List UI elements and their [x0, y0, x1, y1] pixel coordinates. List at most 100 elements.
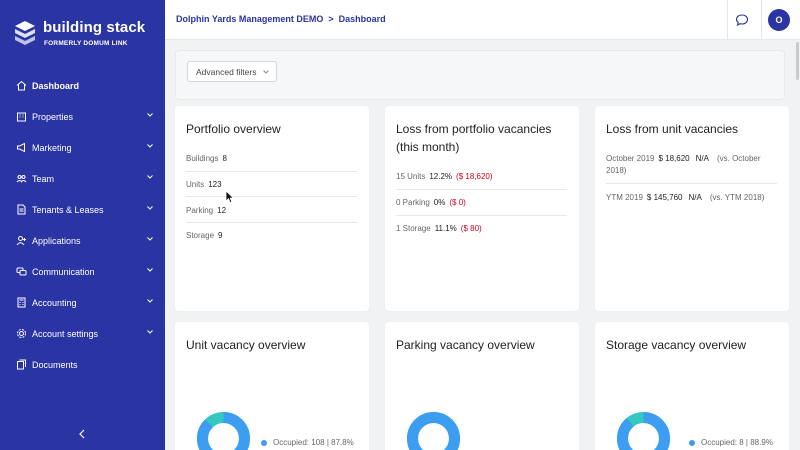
card-title: Portfolio overview: [186, 122, 281, 136]
card-title-line: (this month): [396, 140, 460, 154]
stat-amount: $ 18,620: [658, 154, 690, 163]
breadcrumb: Dolphin Yards Management DEMO > Dashboard: [176, 14, 386, 24]
building-icon: [16, 111, 27, 122]
stat-amount: ($ 18,620): [456, 172, 493, 181]
stat-row: Units 123: [186, 180, 222, 189]
unit-vacancy-donut: [197, 412, 250, 450]
chevron-down-icon: [147, 299, 153, 303]
stat-change: N/A: [695, 154, 709, 163]
stat-amount: ($ 0): [449, 198, 466, 207]
portfolio-loss-card: Loss from portfolio vacancies (this mont…: [385, 106, 579, 311]
header-divider: [727, 0, 728, 40]
chevron-down-icon: [147, 175, 153, 179]
sidebar-item-label: Tenants & Leases: [32, 204, 104, 215]
main-content: Advanced filters Portfolio overview Buil…: [165, 40, 795, 450]
sidebar-item-label: Marketing: [32, 142, 72, 153]
stat-row: Buildings 8: [186, 154, 227, 163]
sidebar-item-communication[interactable]: Communication: [0, 256, 165, 287]
stat-compare-wrap: 2018): [606, 166, 627, 175]
stat-compare: (vs. October: [716, 154, 761, 163]
stat-row: 15 Units 12.2% ($ 18,620): [396, 172, 493, 181]
document-icon: [16, 204, 27, 215]
row-divider: [396, 215, 567, 216]
stat-amount: ($ 80): [460, 224, 482, 233]
mouse-cursor-icon: [225, 190, 235, 204]
stat-period: October 2019: [606, 154, 655, 163]
sidebar-item-accounting[interactable]: Accounting: [0, 287, 165, 318]
stat-label: Parking: [186, 206, 214, 215]
sidebar-item-label: Documents: [32, 359, 78, 370]
breadcrumb-separator: >: [328, 14, 334, 24]
stat-label: Units: [186, 180, 205, 189]
breadcrumb-current: Dashboard: [338, 14, 386, 24]
advanced-filters-button[interactable]: Advanced filters: [187, 61, 278, 82]
card-title: Parking vacancy overview: [396, 338, 535, 352]
storage-vacancy-card: Storage vacancy overview Occupied: 8 | 8…: [595, 322, 789, 450]
stat-amount: $ 145,760: [646, 193, 683, 202]
portfolio-overview-card: Portfolio overview Buildings 8 Units 123 P…: [175, 106, 369, 311]
chat-icon[interactable]: [735, 13, 749, 27]
top-header: Dolphin Yards Management DEMO > Dashboard …: [165, 0, 800, 40]
legend-dot: [689, 439, 695, 446]
storage-vacancy-donut: [617, 412, 670, 450]
sidebar-item-marketing[interactable]: Marketing: [0, 132, 165, 163]
header-divider: [761, 0, 762, 40]
stat-row: 1 Storage 11.1% ($ 80): [396, 224, 482, 233]
donut-legend: Occupied: 108 | 87.8%: [261, 438, 354, 447]
stat-percent: 11.1%: [434, 224, 457, 233]
sidebar-item-tenants-leases[interactable]: Tenants & Leases: [0, 194, 165, 225]
chevron-down-icon: [147, 330, 153, 334]
legend-label: Occupied: 108 | 87.8%: [273, 438, 354, 447]
stat-row: Storage 9: [186, 231, 222, 240]
breadcrumb-root[interactable]: Dolphin Yards Management DEMO: [176, 14, 324, 24]
sidebar-item-label: Communication: [32, 266, 95, 277]
card-title: Storage vacancy overview: [606, 338, 747, 352]
page-scrollbar[interactable]: [795, 40, 800, 450]
donut-occupied-segment: [617, 412, 670, 450]
documents-icon: [16, 359, 27, 370]
stat-row: 0 Parking 0% ($ 0): [396, 198, 466, 207]
chevron-down-icon: [263, 70, 270, 74]
stat-label: Storage: [186, 231, 215, 240]
sidebar-item-documents[interactable]: Documents: [0, 349, 165, 380]
card-title: Loss from unit vacancies: [606, 122, 739, 136]
stat-label: Buildings: [186, 154, 219, 163]
sidebar-item-applications[interactable]: Applications: [0, 225, 165, 256]
stat-percent: 0%: [433, 198, 446, 207]
card-title-line: Loss from portfolio vacancies: [396, 122, 552, 136]
sidebar-item-properties[interactable]: Properties: [0, 101, 165, 132]
home-icon: [16, 80, 27, 91]
sidebar-item-label: Account settings: [32, 328, 99, 339]
stat-compare: (vs. YTM 2018): [709, 193, 765, 202]
stat-value: 9: [218, 231, 223, 240]
sidebar-item-dashboard[interactable]: Dashboard: [0, 70, 165, 101]
filter-panel: Advanced filters: [175, 50, 785, 100]
sidebar-item-team[interactable]: Team: [0, 163, 165, 194]
card-title: Unit vacancy overview: [186, 338, 306, 352]
advanced-filters-label: Advanced filters: [196, 66, 257, 77]
sidebar-item-account-settings[interactable]: Account settings: [0, 318, 165, 349]
donut-occupied-segment: [197, 412, 250, 450]
parking-vacancy-donut: [407, 412, 460, 450]
brand[interactable]: building stack FORMERLY DOMUM LINK: [14, 18, 159, 54]
sidebar-item-label: Applications: [32, 235, 81, 246]
calculator-icon: [16, 297, 27, 308]
avatar[interactable]: O: [768, 9, 790, 31]
chevron-down-icon: [147, 144, 153, 148]
parking-vacancy-card: Parking vacancy overview: [385, 322, 579, 450]
scrollbar-thumb[interactable]: [796, 42, 799, 80]
stat-change: N/A: [688, 193, 702, 202]
row-divider: [396, 189, 567, 190]
stacked-cube-logo: [15, 21, 35, 45]
legend-label: Occupied: 8 | 88.9%: [701, 438, 773, 447]
stat-row: YTM 2019 $ 145,760 N/A (vs. YTM 2018): [606, 193, 764, 202]
user-add-icon: [16, 235, 27, 246]
stat-row: Parking 12: [186, 206, 226, 215]
row-divider: [186, 222, 357, 223]
card-title: Loss from portfolio vacancies (this mont…: [396, 120, 551, 156]
chevron-left-icon[interactable]: [76, 428, 88, 440]
unit-loss-card: Loss from unit vacancies October 2019 $ 1…: [595, 106, 789, 311]
team-icon: [16, 173, 27, 184]
chevron-down-icon: [147, 237, 153, 241]
stat-value: 123: [208, 180, 222, 189]
